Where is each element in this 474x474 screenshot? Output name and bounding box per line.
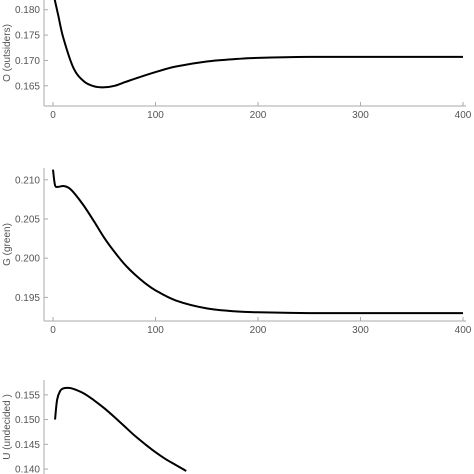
- y-tick-label: 0.180: [15, 5, 40, 16]
- x-tick-label: 300: [352, 325, 369, 336]
- y-tick-label: 0.155: [15, 390, 40, 401]
- x-tick-label: 0: [50, 110, 56, 121]
- y-tick-label: 0.170: [15, 56, 40, 67]
- y-axis-label: O (outsiders): [2, 24, 13, 82]
- y-tick-label: 0.140: [15, 465, 40, 474]
- y-tick-label: 0.210: [15, 175, 40, 186]
- y-axis-label: U (undecided ): [2, 394, 13, 460]
- y-tick-label: 0.195: [15, 293, 40, 304]
- y-tick-label: 0.165: [15, 81, 40, 92]
- x-tick-label: 300: [352, 110, 369, 121]
- y-tick-label: 0.175: [15, 31, 40, 42]
- x-tick-label: 200: [250, 325, 267, 336]
- x-tick-label: 0: [50, 325, 56, 336]
- series-line: [53, 0, 463, 89]
- y-tick-label: 0.205: [15, 214, 40, 225]
- x-tick-label: 200: [250, 110, 267, 121]
- y-tick-label: 0.150: [15, 415, 40, 426]
- series-line: [52, 169, 463, 315]
- y-tick-label: 0.200: [15, 254, 40, 265]
- x-tick-label: 100: [147, 110, 164, 121]
- x-tick-label: 100: [147, 325, 164, 336]
- x-tick-label: 400: [455, 325, 472, 336]
- y-tick-label: 0.145: [15, 440, 40, 451]
- panel-outsiders: 0.165 0.170 0.175 0.180 0 100 200 300 400 O (outs…: [2, 0, 472, 121]
- panel-green: 0.195 0.200 0.205 0.210 0 100 200 300 400 G (gree…: [2, 168, 472, 336]
- series-line: [54, 386, 187, 472]
- y-axis-label: G (green): [2, 223, 13, 266]
- x-tick-label: 400: [455, 110, 472, 121]
